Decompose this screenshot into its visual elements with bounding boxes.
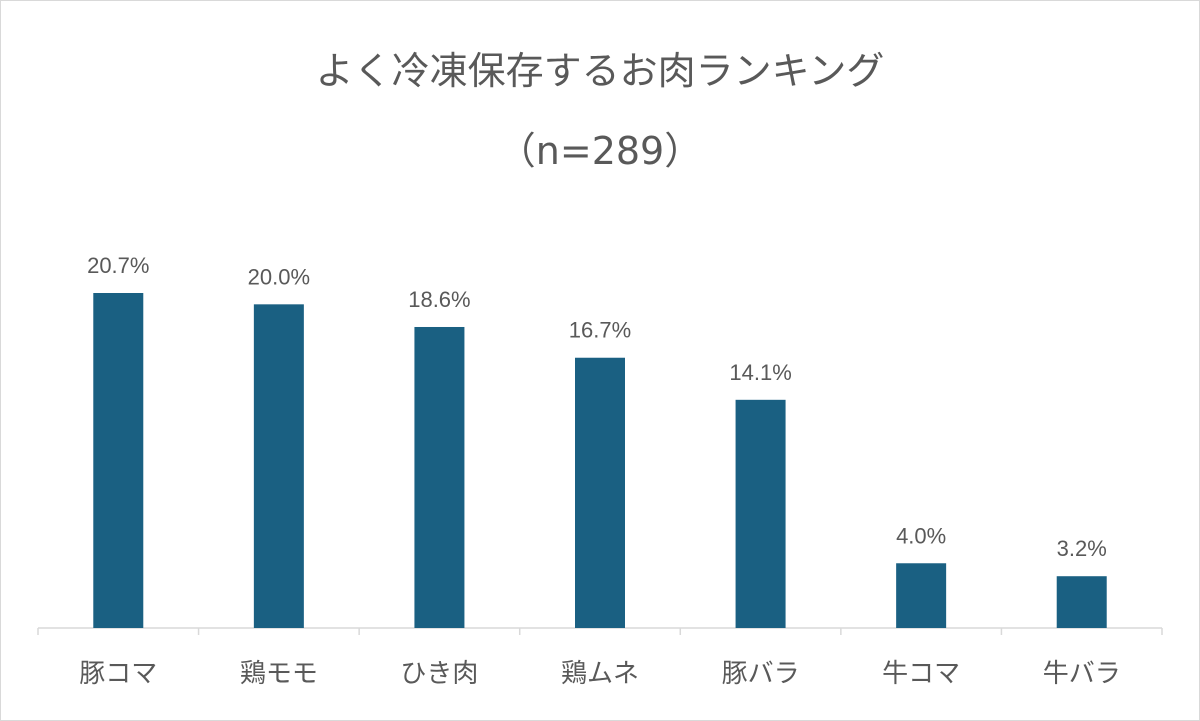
x-tick-label: ひき肉 [400, 658, 478, 688]
x-tick-label: 豚コマ [79, 658, 157, 688]
data-label: 20.7% [87, 253, 149, 278]
data-label: 14.1% [729, 360, 791, 385]
bar [93, 293, 144, 628]
chart-subtitle: （n=289） [497, 129, 703, 173]
bar [1056, 576, 1107, 628]
bar [414, 326, 465, 628]
x-tick-label: 牛バラ [1043, 658, 1121, 688]
data-label: 20.0% [248, 264, 310, 289]
data-label: 3.2% [1057, 536, 1107, 561]
bar [735, 399, 786, 628]
bar [896, 563, 947, 628]
data-label: 4.0% [896, 523, 946, 548]
x-tick-label: 鶏モモ [240, 658, 318, 688]
chart-title: よく冷凍保存するお肉ランキング [315, 49, 885, 93]
x-tick-label: 牛コマ [882, 658, 960, 688]
x-tick-label: 鶏ムネ [561, 658, 639, 688]
data-label: 18.6% [408, 287, 470, 312]
data-label: 16.7% [569, 318, 631, 343]
bar [575, 357, 625, 628]
x-tick-label: 豚バラ [722, 658, 800, 688]
bar [253, 304, 304, 628]
